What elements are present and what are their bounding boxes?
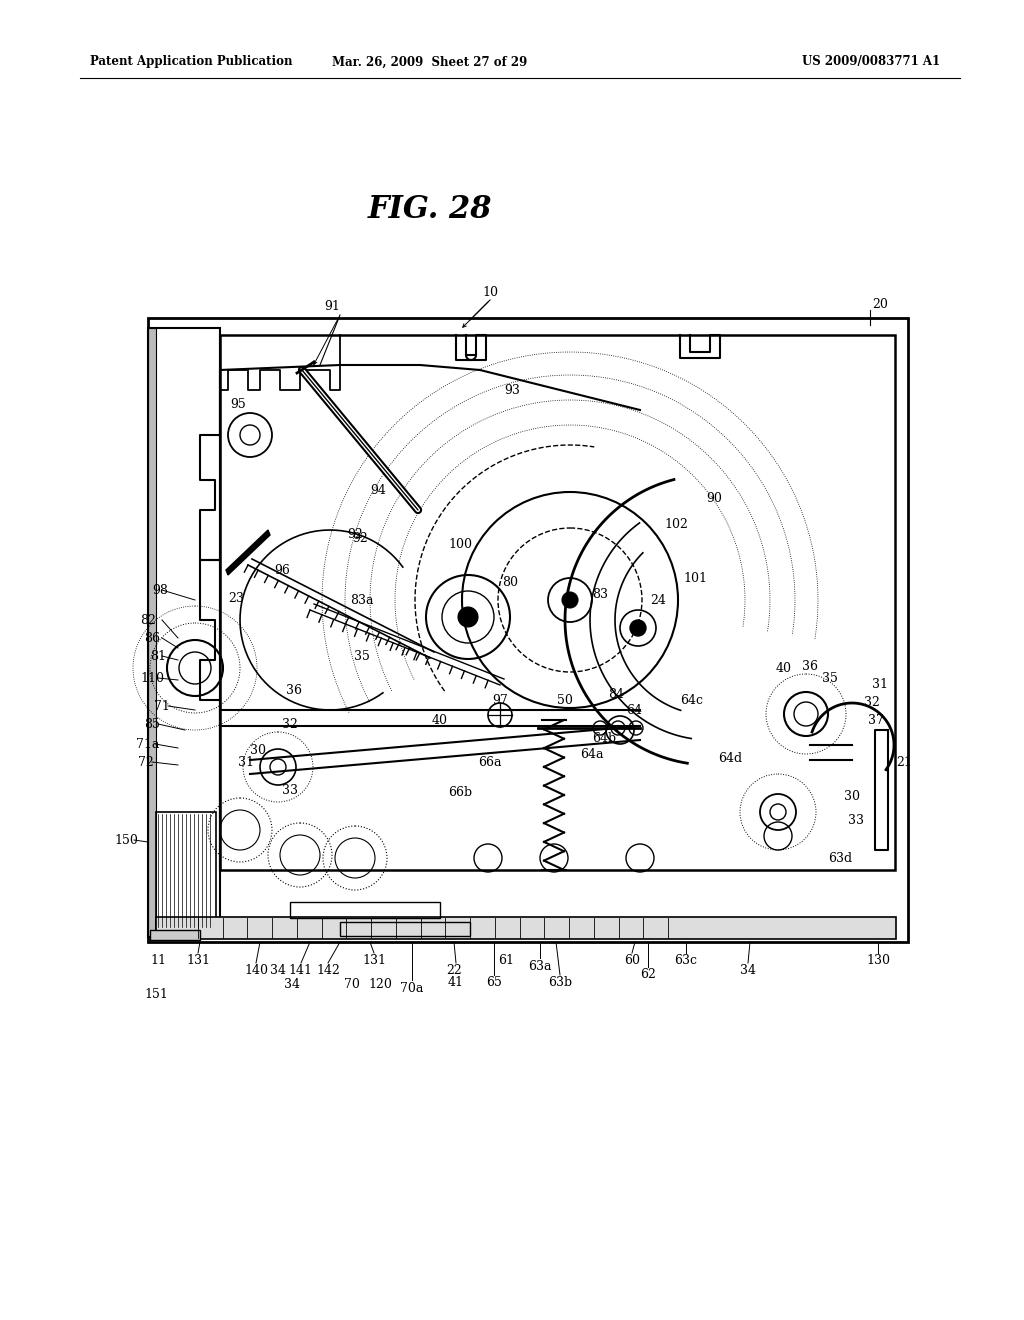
Text: 11: 11 [150, 953, 166, 966]
Text: 22: 22 [446, 964, 462, 977]
Text: 82: 82 [140, 614, 156, 627]
Polygon shape [226, 531, 270, 576]
Text: 81: 81 [150, 649, 166, 663]
Text: 33: 33 [282, 784, 298, 796]
Text: 131: 131 [362, 953, 386, 966]
Text: 36: 36 [802, 660, 818, 672]
Text: 92: 92 [352, 532, 368, 544]
Text: 20: 20 [872, 297, 888, 310]
Text: 34: 34 [270, 964, 286, 977]
Text: 93: 93 [504, 384, 520, 396]
Text: 90: 90 [707, 491, 722, 504]
Text: 70a: 70a [400, 982, 424, 994]
Text: 65: 65 [486, 975, 502, 989]
Text: 10: 10 [482, 286, 498, 300]
Text: 31: 31 [872, 678, 888, 692]
Text: 92: 92 [347, 528, 362, 541]
Text: 34: 34 [740, 964, 756, 977]
Text: 32: 32 [282, 718, 298, 730]
Text: 84: 84 [608, 689, 624, 701]
Text: 64a: 64a [581, 747, 604, 760]
Bar [148, 318, 908, 942]
Text: 21: 21 [896, 755, 912, 768]
Text: 80: 80 [502, 576, 518, 589]
Text: 35: 35 [354, 651, 370, 664]
Bar [148, 327, 156, 937]
Text: 141: 141 [288, 964, 312, 977]
Text: 85: 85 [144, 718, 160, 730]
Text: 131: 131 [186, 953, 210, 966]
Bar [220, 335, 895, 870]
Circle shape [458, 607, 478, 627]
Text: 24: 24 [650, 594, 666, 606]
Text: 97: 97 [493, 693, 508, 706]
Bar [148, 327, 220, 937]
Text: 64: 64 [626, 704, 642, 717]
Text: 23: 23 [228, 591, 244, 605]
Text: 86: 86 [144, 631, 160, 644]
Text: Patent Application Publication: Patent Application Publication [90, 55, 293, 69]
Text: 120: 120 [368, 978, 392, 990]
Text: 37: 37 [868, 714, 884, 726]
Text: FIG. 28: FIG. 28 [368, 194, 493, 226]
Text: 130: 130 [866, 953, 890, 966]
Bar [290, 902, 440, 917]
Text: 31: 31 [238, 755, 254, 768]
Text: 33: 33 [848, 813, 864, 826]
Text: 64c: 64c [681, 693, 703, 706]
Text: 66b: 66b [447, 785, 472, 799]
Text: 83a: 83a [350, 594, 374, 606]
Bar [150, 931, 200, 940]
Text: 142: 142 [316, 964, 340, 977]
Text: 98: 98 [152, 583, 168, 597]
Text: 70: 70 [344, 978, 360, 990]
Text: 95: 95 [230, 397, 246, 411]
Text: Mar. 26, 2009  Sheet 27 of 29: Mar. 26, 2009 Sheet 27 of 29 [333, 55, 527, 69]
Text: 110: 110 [140, 672, 164, 685]
Text: 71a: 71a [136, 738, 160, 751]
Text: 72: 72 [138, 755, 154, 768]
Bar [156, 812, 216, 932]
Text: 63b: 63b [548, 975, 572, 989]
Text: 30: 30 [844, 789, 860, 803]
Text: 140: 140 [244, 964, 268, 977]
Text: 63c: 63c [675, 953, 697, 966]
Text: 83: 83 [592, 589, 608, 602]
Text: 35: 35 [822, 672, 838, 685]
Text: 34: 34 [284, 978, 300, 990]
Text: 66a: 66a [478, 755, 502, 768]
Text: 62: 62 [640, 968, 656, 981]
Text: 61: 61 [498, 953, 514, 966]
Text: 102: 102 [664, 517, 688, 531]
Bar [156, 917, 896, 939]
Text: 100: 100 [449, 539, 472, 552]
Text: 91: 91 [324, 301, 340, 314]
Text: 71: 71 [154, 700, 170, 713]
Circle shape [630, 620, 646, 636]
Text: 60: 60 [624, 953, 640, 966]
Text: 30: 30 [250, 743, 266, 756]
Circle shape [562, 591, 578, 609]
Text: 64d: 64d [718, 751, 742, 764]
Text: 63a: 63a [528, 960, 552, 973]
Text: US 2009/0083771 A1: US 2009/0083771 A1 [802, 55, 940, 69]
Text: 64b: 64b [592, 731, 616, 744]
Text: 36: 36 [286, 684, 302, 697]
Text: 96: 96 [274, 564, 290, 577]
Text: 150: 150 [114, 833, 138, 846]
Text: 32: 32 [864, 696, 880, 709]
Text: 50: 50 [557, 693, 573, 706]
Text: 63d: 63d [828, 851, 852, 865]
Text: 94: 94 [370, 483, 386, 496]
Text: 151: 151 [144, 987, 168, 1001]
Text: 41: 41 [449, 975, 464, 989]
Text: 40: 40 [432, 714, 449, 726]
Bar [340, 921, 470, 936]
Text: 40: 40 [776, 661, 792, 675]
Text: 101: 101 [683, 572, 707, 585]
